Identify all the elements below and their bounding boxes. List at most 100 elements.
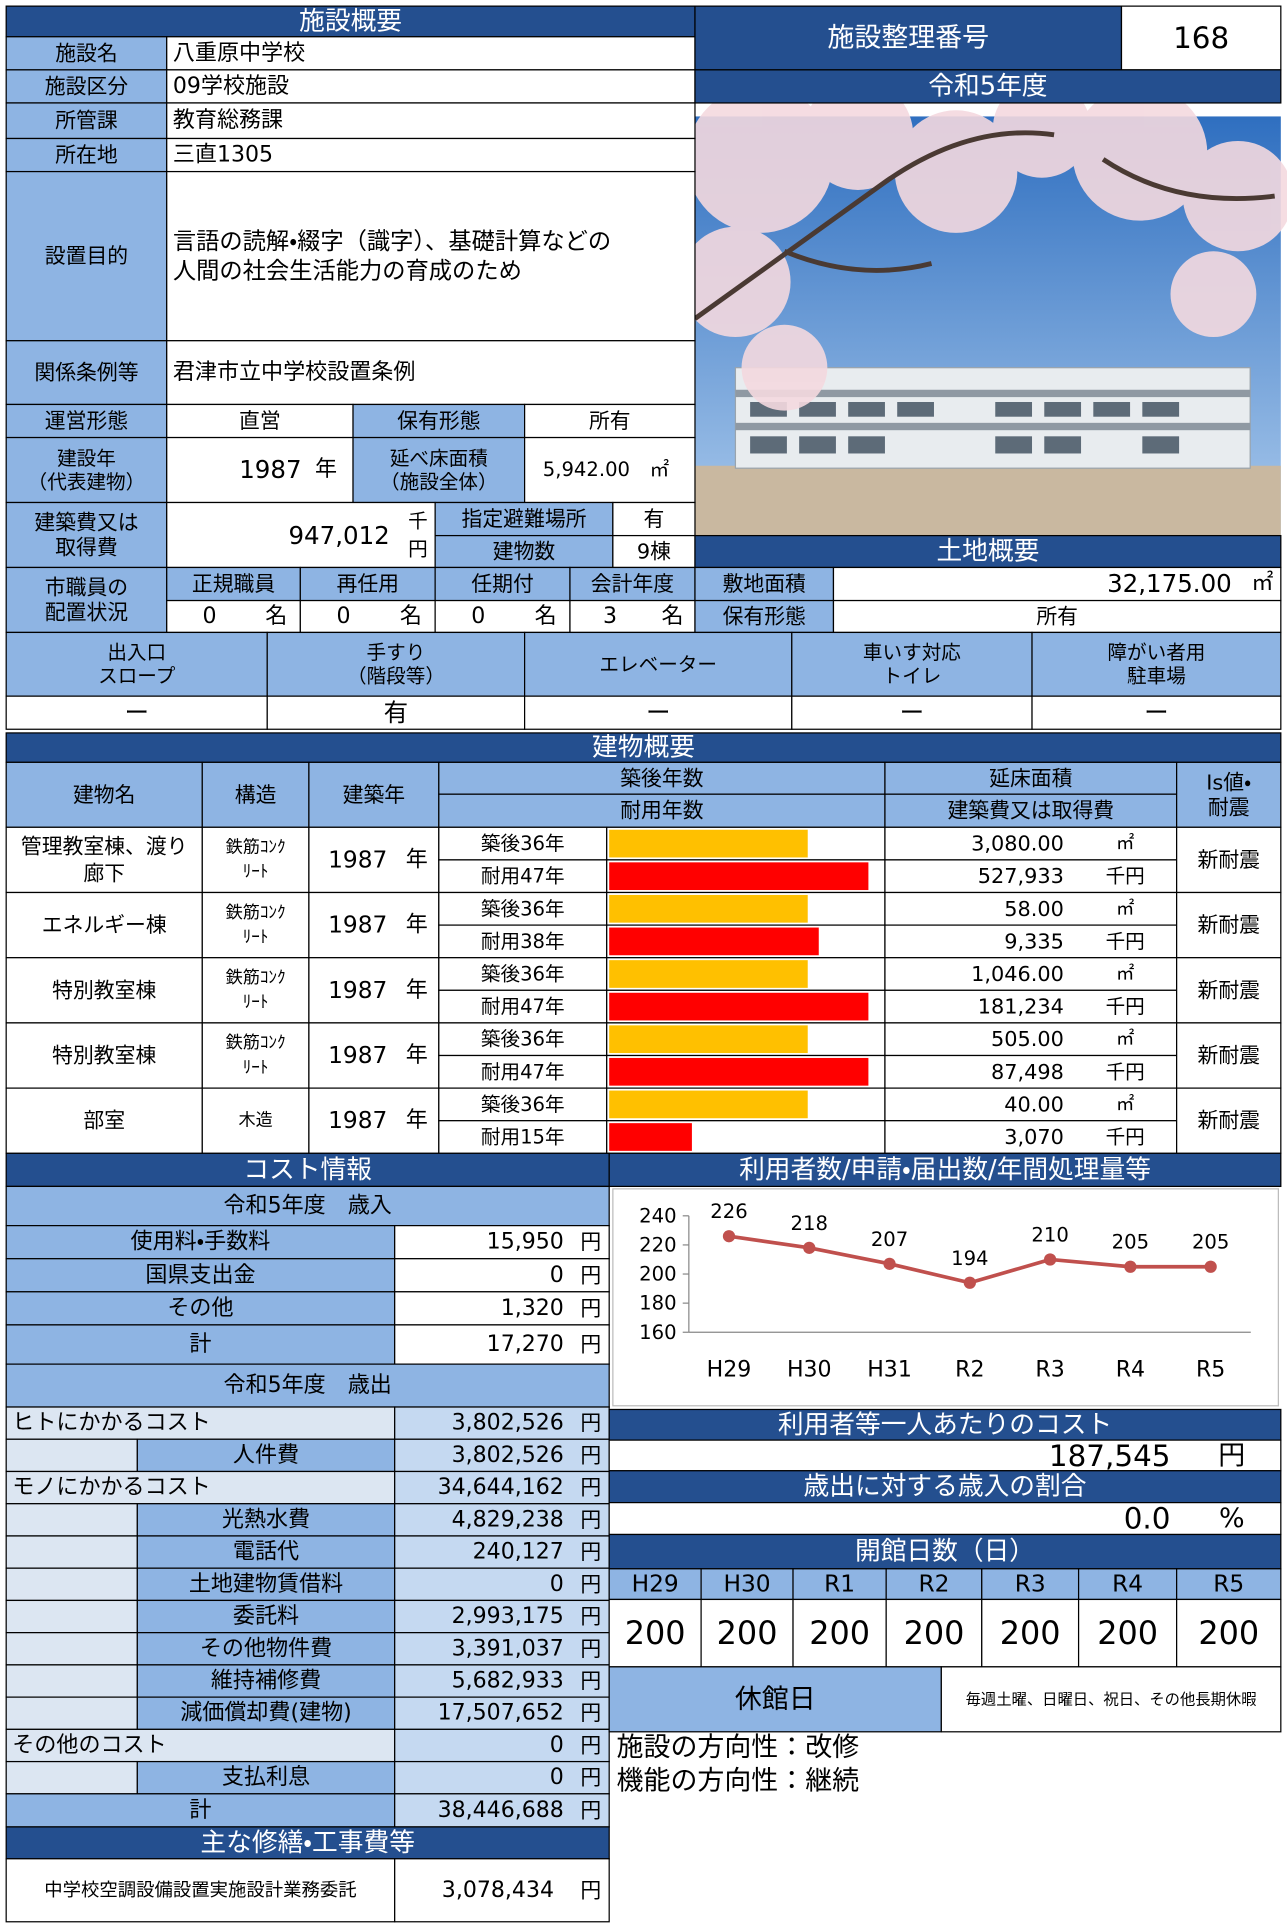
expense-label: 維持補修費 [211, 1669, 321, 1694]
amount: 0 [550, 1765, 564, 1790]
unit: 円 [580, 1230, 601, 1254]
cell [694, 566, 835, 602]
age-bar [609, 1090, 808, 1119]
cell [5, 69, 168, 104]
cell [1176, 1598, 1282, 1668]
building-seismic: 新耐震 [1197, 978, 1260, 1002]
field-label: 施設名 [55, 41, 117, 65]
unit: 円 [580, 1669, 601, 1693]
building-name: 特別教室棟 [52, 1044, 156, 1068]
cell [166, 102, 696, 140]
building-cost: 181,234 [978, 995, 1064, 1019]
data-point [722, 1230, 736, 1243]
field-value: 八重原中学校 [173, 41, 305, 66]
cell [394, 1632, 610, 1666]
age-label: 築後36年 [481, 832, 565, 855]
unit: ㎡ [1116, 832, 1134, 854]
life-label: 耐用47年 [481, 865, 565, 888]
section-header: 施設概要 [299, 6, 402, 36]
unit: 年 [406, 1043, 428, 1068]
cell [884, 859, 1178, 894]
building-cost: 87,498 [991, 1060, 1064, 1084]
cell [201, 957, 310, 1024]
section-header: コスト情報 [243, 1155, 372, 1185]
cell [791, 631, 1033, 697]
unit: ㎡ [1116, 1028, 1134, 1050]
cell [608, 1501, 1282, 1536]
field-label: 設置目的 [45, 244, 128, 268]
y-tick-label: 240 [639, 1204, 676, 1227]
cell [438, 793, 886, 828]
unit: 円 [580, 1766, 601, 1790]
section-header: 利用者等一人あたりのコスト [778, 1410, 1112, 1440]
age-bar [609, 894, 808, 923]
field-label: 指定避難場所 [462, 507, 587, 531]
y-tick-label: 220 [639, 1233, 676, 1256]
amount: 3,802,526 [452, 1411, 564, 1436]
amount: 17,507,652 [438, 1701, 564, 1726]
cell [5, 732, 1282, 763]
unit: 千円 [1106, 930, 1145, 953]
cell [308, 1087, 440, 1154]
y-tick-label: 200 [639, 1263, 676, 1286]
revenue-label: 使用料・手数料 [131, 1230, 271, 1255]
staff-label: 正規職員 [192, 572, 275, 596]
building-structure: 鉄筋ｺﾝｸ [226, 968, 286, 988]
building-cost: 527,933 [978, 864, 1064, 888]
cell [266, 695, 526, 730]
cell [608, 1470, 1282, 1504]
building-structure: ﾘｰﾄ [243, 862, 269, 882]
cell [694, 69, 1282, 104]
accessibility-label: スロープ [98, 665, 176, 688]
unit: 年 [406, 978, 428, 1003]
unit: 円 [580, 1540, 601, 1564]
building-cost: 9,335 [1004, 929, 1064, 953]
amount: 34,644,162 [438, 1475, 564, 1500]
cell [136, 1664, 396, 1698]
cell [608, 1568, 702, 1601]
open-days-value: 200 [1000, 1614, 1061, 1652]
cell [832, 599, 1282, 634]
unit: 名 [661, 604, 683, 629]
chart-area [612, 1188, 1279, 1407]
accessibility-value: ー [900, 698, 925, 727]
x-tick-label: H30 [787, 1358, 832, 1383]
cell [394, 1858, 610, 1923]
unit: 円 [580, 1637, 601, 1661]
cell [394, 1324, 610, 1365]
open-days-year: H30 [724, 1571, 771, 1598]
cell [299, 566, 436, 602]
accessibility-label: 手すり [367, 641, 426, 664]
section-header: 開館日数（日） [855, 1537, 1035, 1567]
unit: 円 [580, 1878, 601, 1902]
unit: 円 [580, 1733, 601, 1757]
cell [166, 599, 301, 634]
field-value: 1987 [239, 455, 301, 484]
open-days-value: 200 [717, 1614, 778, 1652]
field-label: 関係条例等 [34, 361, 138, 385]
building-name: 部室 [83, 1109, 125, 1133]
amount: 2,993,175 [452, 1604, 564, 1629]
field-value: 直営 [239, 409, 281, 433]
field-value: 9棟 [637, 540, 671, 564]
unit: % [1219, 1503, 1245, 1534]
unit: 円 [580, 1508, 601, 1532]
closed-value: 毎週土曜、日曜日、祝日、その他長期休暇 [966, 1690, 1257, 1708]
life-label: 耐用38年 [481, 930, 565, 953]
amount: 0 [550, 1263, 564, 1288]
field-value: 32,175.00 [1107, 569, 1232, 598]
cell [694, 599, 835, 634]
open-days-value: 200 [809, 1614, 870, 1652]
cell [5, 1363, 610, 1408]
cell [438, 859, 608, 894]
cell [5, 1022, 203, 1089]
cell [166, 340, 696, 406]
data-label: 226 [710, 1200, 747, 1223]
cell [5, 1152, 610, 1188]
unit: 名 [265, 604, 287, 629]
expense-label: 減価償却費(建物) [180, 1701, 352, 1726]
unit: ㎡ [1251, 570, 1273, 596]
cell [434, 501, 614, 537]
